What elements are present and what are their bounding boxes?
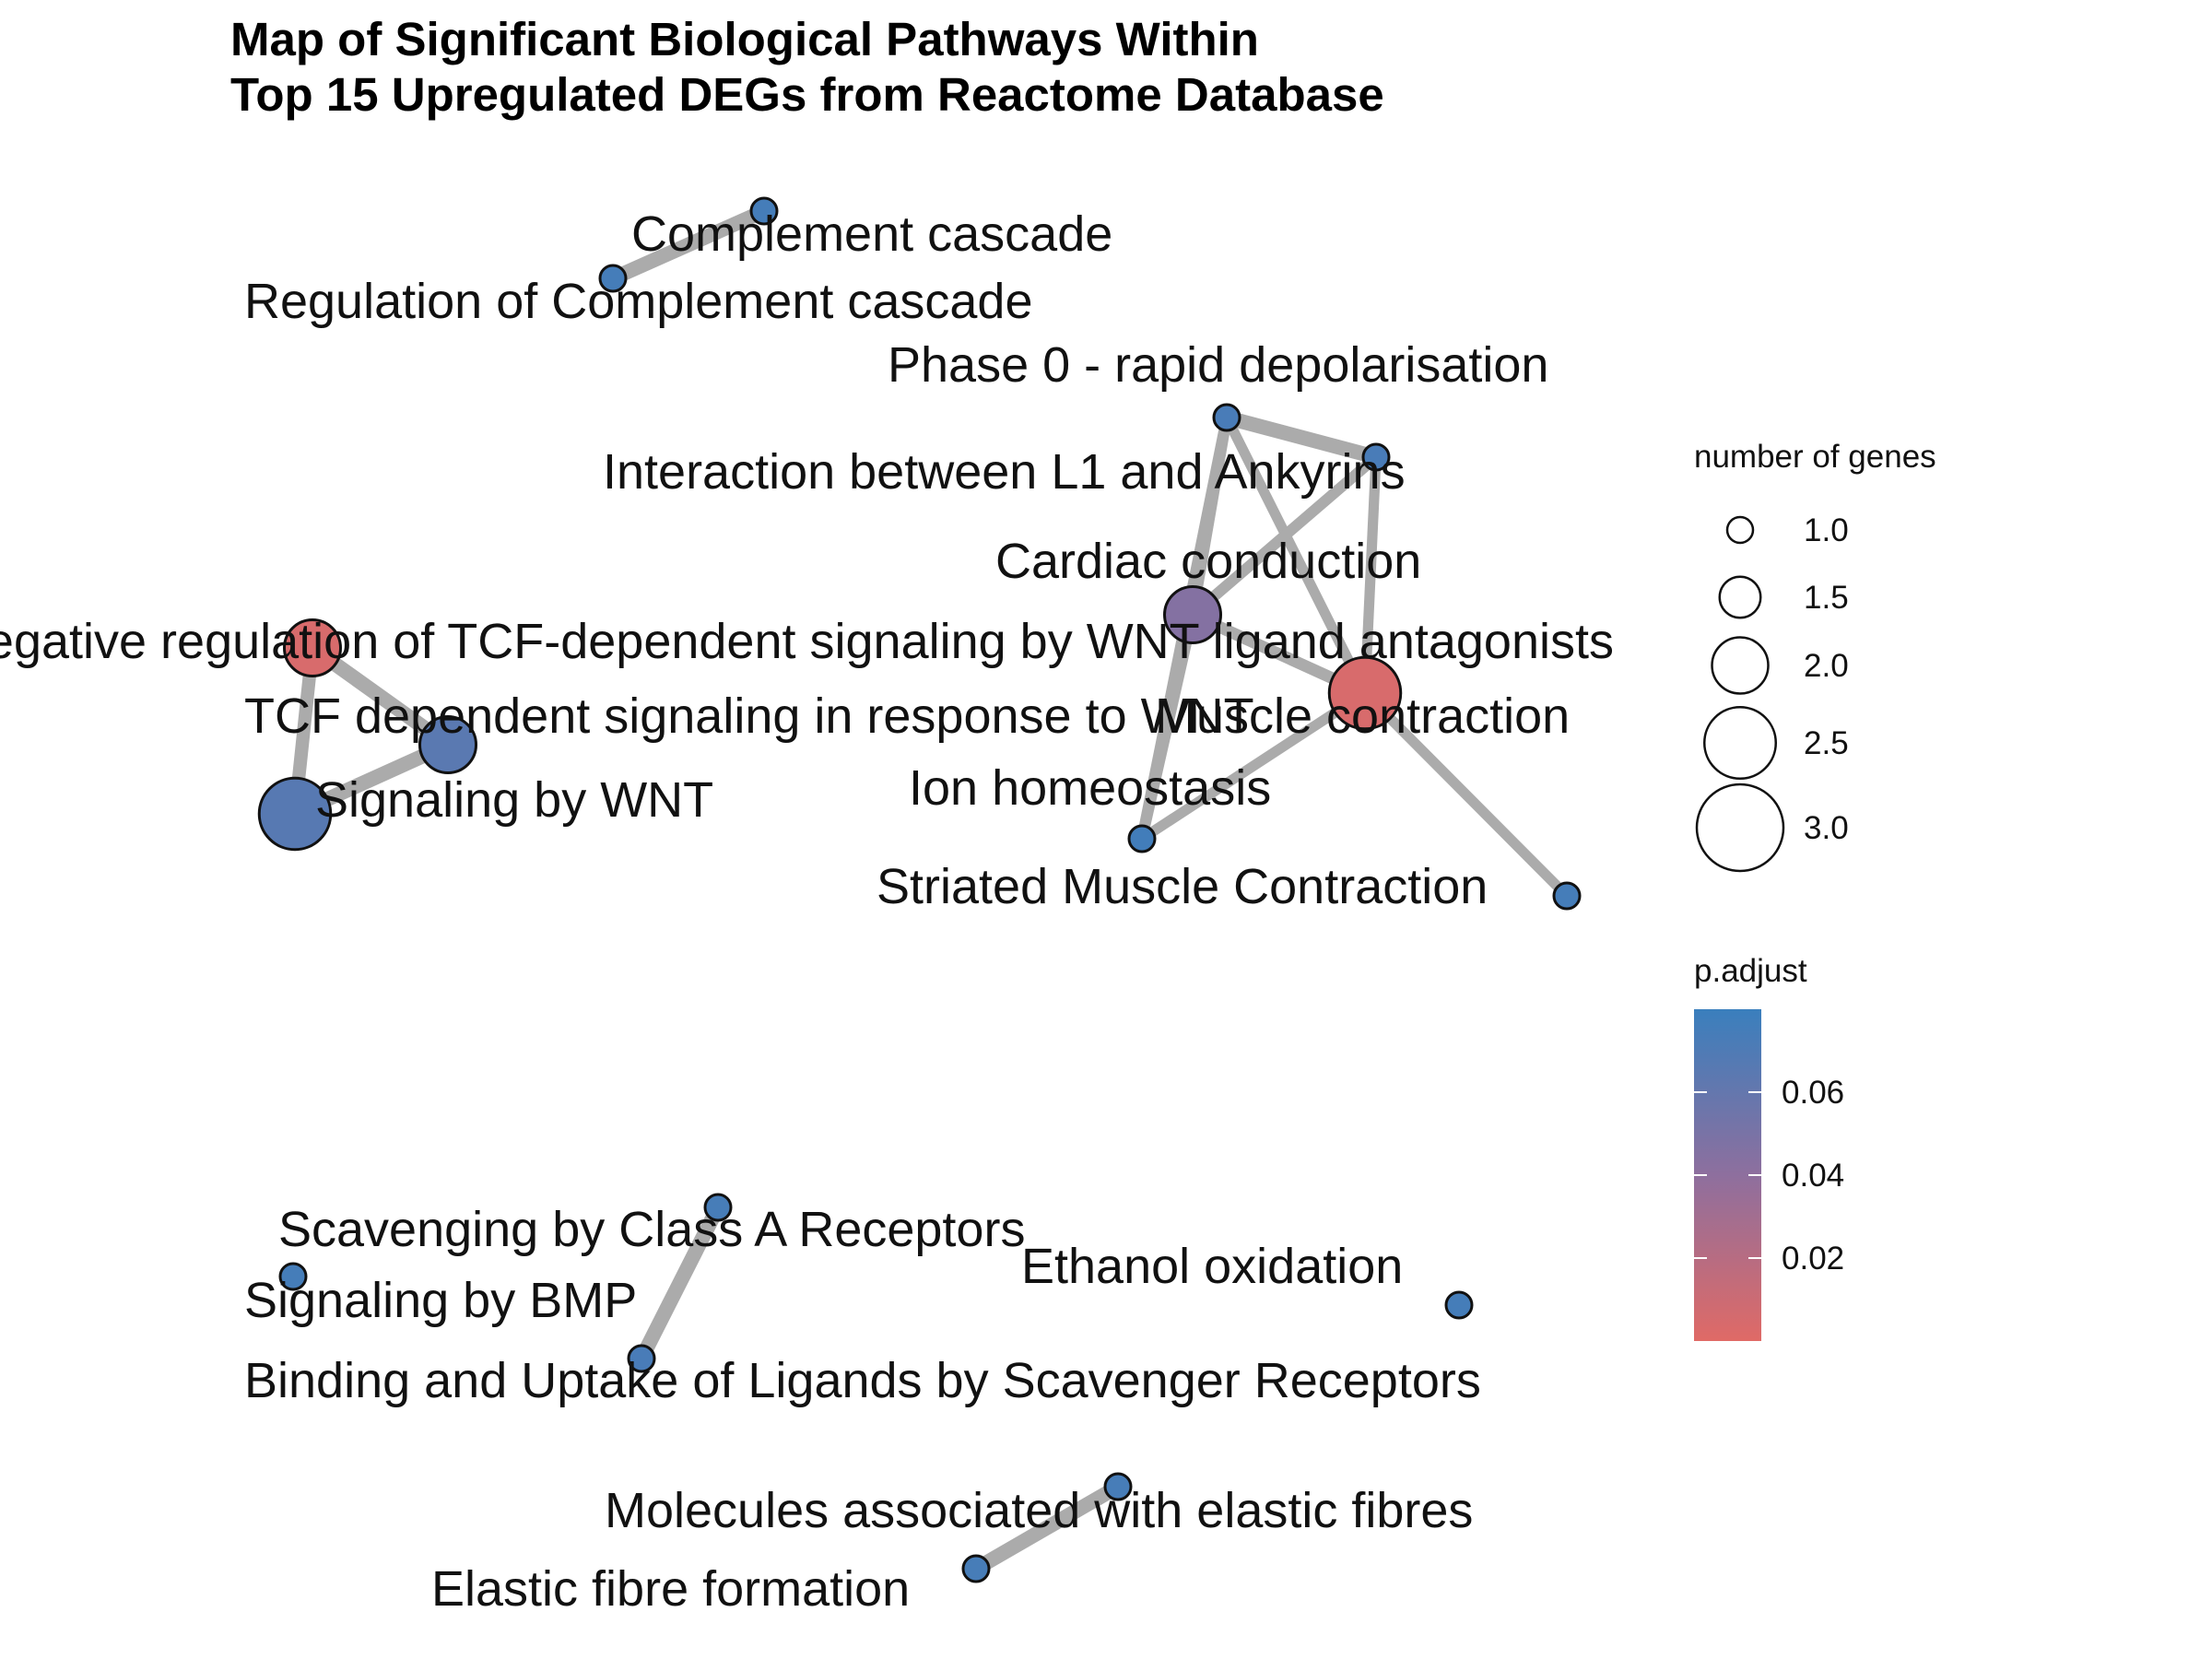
network-node-tcf_wnt [418, 715, 477, 774]
node-label-complement: Complement cascade [631, 206, 1112, 262]
network-edge-elastic_mol-elastic_form [969, 1479, 1125, 1576]
network-nodes [257, 196, 1582, 1583]
node-label-elastic_form: Elastic fibre formation [431, 1561, 910, 1617]
size-legend-circle-2 [1711, 636, 1770, 695]
network-node-striated [1552, 881, 1582, 911]
network-node-reg_complement [598, 264, 628, 293]
node-label-sig_bmp: Signaling by BMP [244, 1273, 637, 1328]
color-legend-label-0: 0.06 [1782, 1075, 1844, 1111]
chart-title-line-2: Top 15 Upregulated DEGs from Reactome Da… [230, 68, 1384, 121]
network-node-phase0 [1212, 403, 1241, 432]
color-legend: p.adjust 0.06 0.04 0.02 [1694, 953, 1844, 1341]
size-legend-label-2: 2.0 [1804, 648, 1849, 684]
network-edge-l1_ankyrins-muscle [1359, 452, 1382, 699]
node-label-neg_tcf: Negative regulation of TCF-dependent sig… [0, 614, 1614, 669]
node-label-ethanol: Ethanol oxidation [1021, 1239, 1403, 1294]
network-node-sig_bmp [278, 1262, 308, 1291]
size-legend-circle-4 [1695, 782, 1785, 873]
network-edge-muscle-ion_homeo [1136, 688, 1371, 844]
size-legend-circle-3 [1703, 706, 1777, 780]
network-node-scav_a [703, 1193, 733, 1222]
network-edge-scav_a-binding_scav [634, 1200, 725, 1366]
node-label-elastic_mol: Molecules associated with elastic fibres [605, 1483, 1473, 1538]
size-legend-circle-1 [1718, 575, 1762, 619]
node-label-tcf_wnt: TCF dependent signaling in response to W… [244, 688, 1254, 744]
network-node-elastic_form [961, 1554, 991, 1583]
network-node-binding_scav [627, 1344, 656, 1373]
network-node-ethanol [1444, 1290, 1474, 1320]
node-label-reg_complement: Regulation of Complement cascade [244, 274, 1032, 329]
node-label-muscle: Muscle contraction [1155, 688, 1570, 744]
network-node-complement [749, 196, 779, 226]
network-edge-complement-reg_complement [606, 204, 771, 286]
node-label-cardiac: Cardiac conduction [995, 534, 1421, 589]
network-edge-cardiac-ion_homeo [1136, 609, 1198, 844]
network-node-l1_ankyrins [1361, 442, 1391, 472]
network-node-sig_wnt [257, 776, 333, 852]
network-edge-phase0-l1_ankyrins [1219, 410, 1383, 465]
network-edge-muscle-striated [1359, 688, 1572, 901]
node-label-ion_homeo: Ion homeostasis [909, 760, 1271, 816]
network-node-elastic_mol [1103, 1472, 1133, 1501]
network-node-cardiac [1163, 585, 1222, 644]
size-legend-label-0: 1.0 [1804, 512, 1849, 548]
color-legend-label-1: 0.04 [1782, 1158, 1844, 1194]
node-label-binding_scav: Binding and Uptake of Ligands by Scaveng… [244, 1353, 1481, 1408]
network-node-ion_homeo [1127, 824, 1157, 853]
node-label-striated: Striated Muscle Contraction [877, 859, 1488, 914]
chart-title-line-1: Map of Significant Biological Pathways W… [230, 13, 1259, 65]
node-label-sig_wnt: Signaling by WNT [315, 772, 713, 828]
network-edge-l1_ankyrins-cardiac [1187, 452, 1382, 620]
node-label-scav_a: Scavenging by Class A Receptors [278, 1202, 1025, 1257]
color-legend-label-2: 0.02 [1782, 1241, 1844, 1277]
network-edge-phase0-muscle [1221, 412, 1371, 699]
node-label-phase0: Phase 0 - rapid depolarisation [888, 337, 1548, 393]
size-legend: number of genes 1.0 1.5 2.0 2.5 3.0 [1694, 439, 1936, 873]
network-node-neg_tcf [283, 618, 342, 677]
size-legend-circle-0 [1725, 515, 1755, 545]
network-labels: Complement cascade Regulation of Compleme… [0, 206, 1614, 1617]
node-label-l1_ankyrins: Interaction between L1 and Ankyrins [603, 444, 1406, 500]
size-legend-title: number of genes [1694, 439, 1936, 475]
network-node-muscle [1327, 655, 1403, 731]
size-legend-label-3: 2.5 [1804, 725, 1849, 761]
size-legend-label-1: 1.5 [1804, 580, 1849, 616]
color-legend-title: p.adjust [1694, 953, 1807, 989]
size-legend-label-4: 3.0 [1804, 810, 1849, 846]
